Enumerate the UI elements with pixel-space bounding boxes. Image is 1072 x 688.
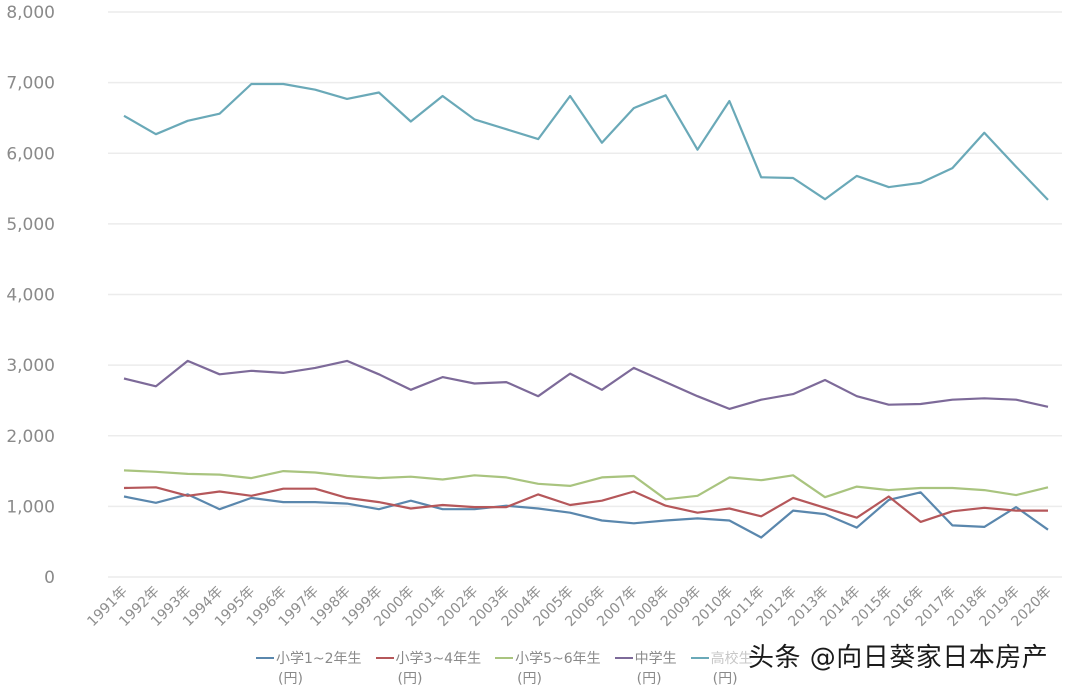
legend-unit: (円) [517, 671, 543, 687]
legend-swatch-icon [375, 657, 394, 659]
x-axis-ticks: 1991年1992年1993年1994年1995年1996年1997年1998年… [84, 584, 1054, 630]
series-line-4[interactable] [123, 82, 1049, 201]
legend-unit: (円) [636, 671, 662, 687]
y-tick-label: 8,000 [6, 3, 55, 23]
y-tick-label: 1,000 [6, 497, 55, 517]
legend-label: 高校生 [710, 651, 753, 667]
series-lines [123, 82, 1049, 539]
series-line-0[interactable] [123, 491, 1049, 539]
legend-swatch-icon [614, 657, 633, 659]
series-line-3[interactable] [123, 359, 1049, 410]
legend-label: 中学生 [634, 651, 677, 667]
y-tick-label: 4,000 [6, 286, 55, 306]
legend: 小学1~2年生 (円) 小学3~4年生 (円) 小学5~6年生 (円) 中学生 … [256, 648, 767, 688]
legend-swatch-icon [495, 657, 514, 659]
y-axis-ticks: 0 1,000 2,000 3,000 4,000 5,000 6,000 7,000 8,00… [6, 3, 55, 588]
legend-swatch-icon [256, 657, 274, 659]
legend-item-junior-high[interactable]: 中学生 (円) [614, 648, 677, 688]
legend-unit: (円) [278, 671, 303, 687]
legend-label: 小学1~2年生 [276, 651, 362, 667]
y-tick-label: 7,000 [6, 74, 55, 94]
y-tick-label: 5,000 [6, 215, 55, 235]
legend-label: 小学3~4年生 [395, 651, 482, 667]
legend-item-high-school[interactable]: 高校生 (円) [690, 648, 753, 688]
legend-item-grade-5-6[interactable]: 小学5~6年生 (円) [495, 648, 601, 688]
y-tick-label: 3,000 [6, 356, 55, 376]
y-tick-label: 0 [44, 568, 55, 588]
y-tick-label: 6,000 [6, 144, 55, 164]
legend-label: 小学5~6年生 [515, 651, 601, 667]
legend-item-grade-1-2[interactable]: 小学1~2年生 (円) [256, 648, 362, 688]
y-tick-label: 2,000 [6, 427, 55, 447]
legend-item-grade-3-4[interactable]: 小学3~4年生 (円) [375, 648, 482, 688]
legend-unit: (円) [712, 671, 738, 687]
series-line-2[interactable] [123, 469, 1049, 501]
legend-swatch-icon [690, 657, 709, 659]
watermark: 头条 @向日葵家日本房产 [748, 643, 1049, 673]
gridlines [108, 11, 1062, 578]
series-line-1[interactable] [123, 486, 1048, 524]
legend-unit: (円) [397, 671, 423, 687]
